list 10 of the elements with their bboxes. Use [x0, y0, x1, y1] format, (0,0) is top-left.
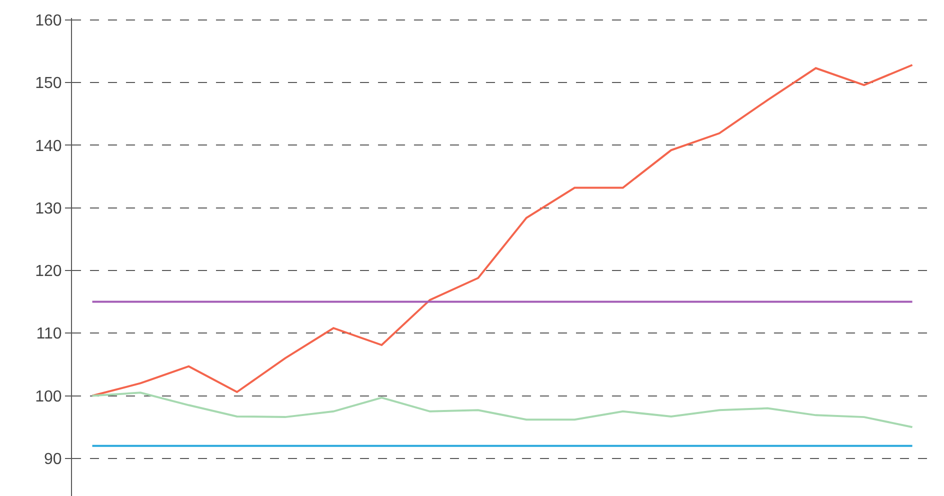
line-series — [91, 392, 914, 428]
y-tick-label: 100 — [35, 388, 62, 406]
y-tick-label: 150 — [35, 75, 62, 92]
line-series — [91, 64, 914, 397]
y-tick-label: 160 — [35, 12, 62, 30]
y-tick-label: 140 — [35, 138, 62, 155]
y-tick-label: 120 — [35, 263, 62, 280]
y-tick-label: 90 — [44, 451, 62, 468]
y-tick-label: 110 — [36, 326, 62, 343]
y-tick-label: 130 — [35, 200, 62, 218]
